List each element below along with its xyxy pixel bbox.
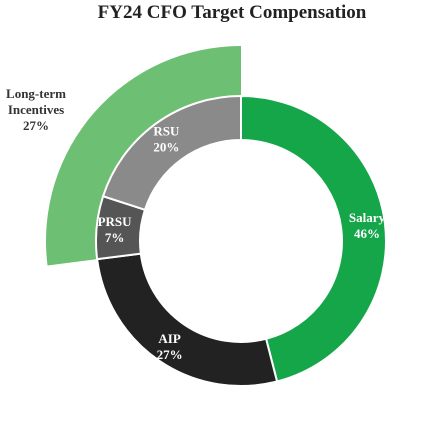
slice-name-prsu: PRSU — [98, 214, 133, 229]
slice-name-salary: Salary — [349, 210, 386, 225]
chart-title: FY24 CFO Target Compensation — [98, 2, 367, 23]
outer-slice-value: 27% — [23, 118, 49, 133]
slice-label-aip: AIP 27% — [157, 331, 183, 362]
slice-aip — [96, 252, 279, 387]
slice-label-prsu: PRSU 7% — [98, 214, 133, 245]
slice-label-rsu: RSU 20% — [153, 123, 180, 154]
slice-labels: Salary 46%AIP 27%PRSU 7%RSU 20%Long-term Ince… — [6, 86, 386, 362]
outer-slice-label: Long-term Incentives 27% — [6, 86, 66, 133]
slice-label-salary: Salary 46% — [349, 210, 386, 241]
outer-slice-long-term-incentives — [45, 46, 241, 266]
inner-ring — [95, 94, 387, 387]
slice-value-rsu: 20% — [153, 139, 179, 154]
slice-name-aip: AIP — [158, 331, 180, 346]
outer-slice-name-line: Incentives — [8, 102, 64, 117]
slice-value-salary: 46% — [354, 226, 380, 241]
slice-value-prsu: 7% — [105, 230, 125, 245]
slice-name-rsu: RSU — [153, 123, 180, 138]
slice-rsu — [101, 94, 242, 212]
slice-salary — [240, 94, 387, 383]
slice-value-aip: 27% — [157, 347, 183, 362]
outer-ring — [45, 46, 241, 266]
outer-slice-name-line: Long-term — [6, 86, 66, 101]
